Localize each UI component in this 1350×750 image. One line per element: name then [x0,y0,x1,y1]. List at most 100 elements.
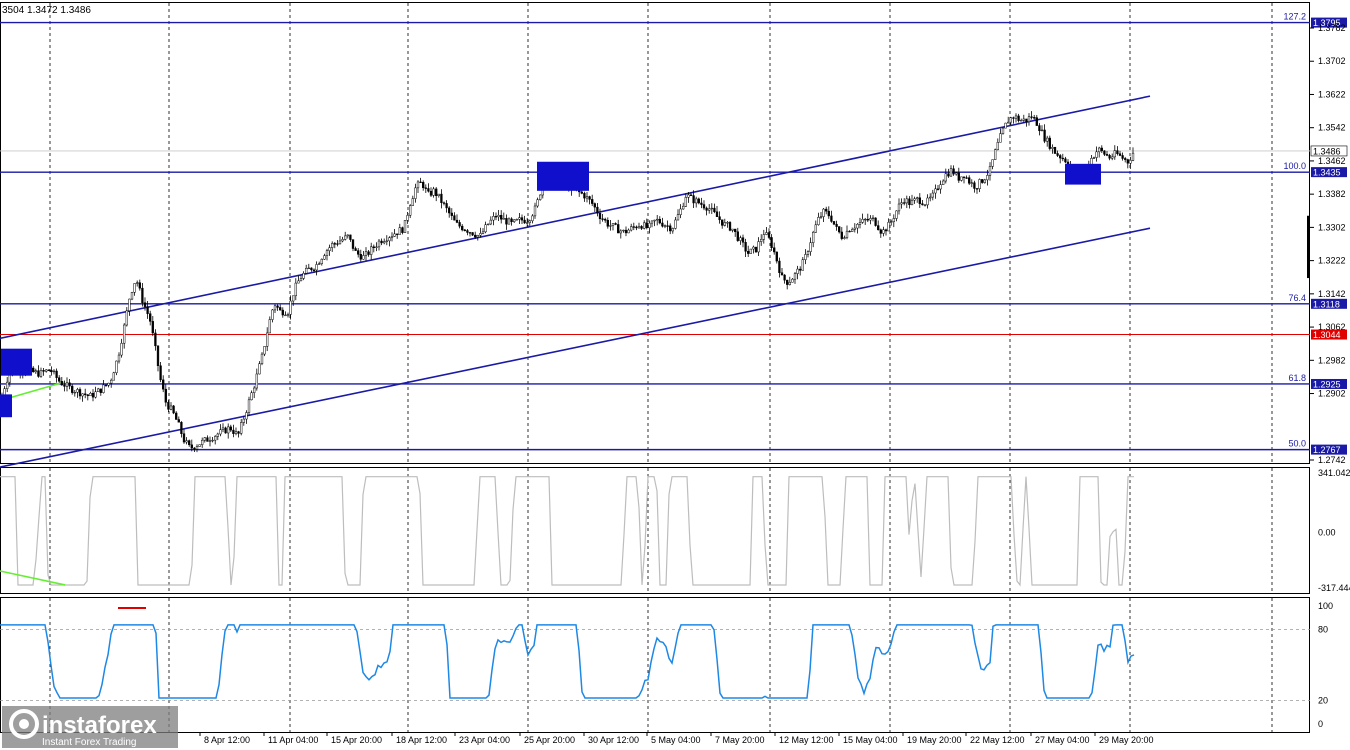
candle-body [679,208,682,215]
candle-body [812,231,815,243]
candle-body [804,254,807,260]
candle-body [760,239,763,242]
horizontal-levels: 127.2 1.3795 100.0 1.3435 76.4 1.3118 61.8 1.29… [0,12,1347,455]
candle-body [848,230,851,233]
candle-body [921,203,924,206]
candle-body [1004,122,1007,129]
candle-body [814,224,817,233]
candle-body [466,230,469,233]
candle-body [507,218,511,225]
candle-body [76,389,79,393]
candle-body [936,188,940,190]
fib-price-badge [1311,378,1347,389]
candle-body [780,272,784,276]
candle-body [177,419,180,423]
candle-body [292,295,295,302]
candle-body [708,208,711,211]
candle-body [284,314,287,317]
candle-body [588,196,591,200]
candle-body [154,332,157,347]
candle-body [492,216,495,221]
candle-body [253,387,256,393]
candle-body [975,188,979,190]
price-tick-label: 1.3622 [1318,89,1346,99]
candle-body [273,305,277,311]
candle-body [55,370,58,378]
candle-body [897,203,901,212]
fib-level-label: 50.0 [1288,439,1306,449]
time-tick-label: 18 Apr 12:00 [396,735,447,745]
candle-body [799,268,802,271]
candle-body [895,210,898,219]
candle-body [409,205,412,216]
candle-body [1092,157,1096,159]
candle-body [734,228,737,232]
candle-body [1038,125,1041,132]
candle-body [276,305,279,308]
candle-body [398,227,401,235]
time-tick-label: 25 Apr 20:00 [524,735,575,745]
candle-body [312,269,316,271]
candle-body [926,197,929,206]
candle-body [65,382,69,387]
candle-body [583,193,586,199]
candle-body [266,332,269,347]
vertical-gridlines [49,3,1273,732]
candle-body [237,431,240,434]
candle-body [962,176,966,178]
price-tick-label: 1.3382 [1318,189,1346,199]
candle-body [648,222,651,229]
rsi-tick-label: 20 [1318,695,1328,705]
candle-body [866,218,869,221]
candle-body [731,228,734,231]
candle-body [1103,150,1106,155]
candle-body [175,412,178,420]
candle-body [372,246,375,249]
price-tick-label: 1.2902 [1318,389,1346,399]
candle-body [793,273,797,280]
candle-body [531,215,534,222]
candle-body [258,363,261,375]
candle-body [450,212,453,216]
candle-body [700,202,703,205]
candle-body [414,187,417,199]
candle-body [159,365,162,381]
candle-body [1053,147,1057,154]
candle-body [201,439,204,445]
time-tick-label: 5 May 04:00 [651,735,701,745]
fib-price-text: 1.3118 [1313,299,1340,309]
time-axis: 8 Apr 12:00 11 Apr 04:00 15 Apr 20:00 18 Ap… [199,732,1154,745]
candle-body [710,207,713,210]
candle-body [653,219,656,222]
candle-body [279,307,282,311]
candle-body [133,283,136,293]
candle-body [115,360,118,374]
candle-body [255,373,258,389]
candle-body [994,149,997,160]
candle-body [744,242,747,252]
candle-body [856,224,859,229]
candle-body [598,213,602,220]
candle-body [232,429,235,434]
current-price-badge [1310,145,1348,157]
candle-body [705,207,708,211]
candle-body [190,444,193,449]
cci-line [0,476,1134,587]
candle-body [89,392,92,397]
candle-body [81,393,84,397]
candle-body [1126,159,1129,164]
candle-body [929,196,932,199]
candle-body [637,226,641,229]
candle-body [944,173,947,182]
candle-body [900,202,903,205]
fib-level-label: 76.4 [1288,293,1306,303]
candle-body [505,218,508,225]
candle-body [1059,155,1062,159]
candle-body [682,206,685,210]
candle-body [99,388,102,393]
candle-body [84,393,87,396]
candle-body [809,242,812,252]
rsi-panel-frame [0,597,1310,733]
candle-body [952,168,955,175]
candle-body [627,229,630,234]
